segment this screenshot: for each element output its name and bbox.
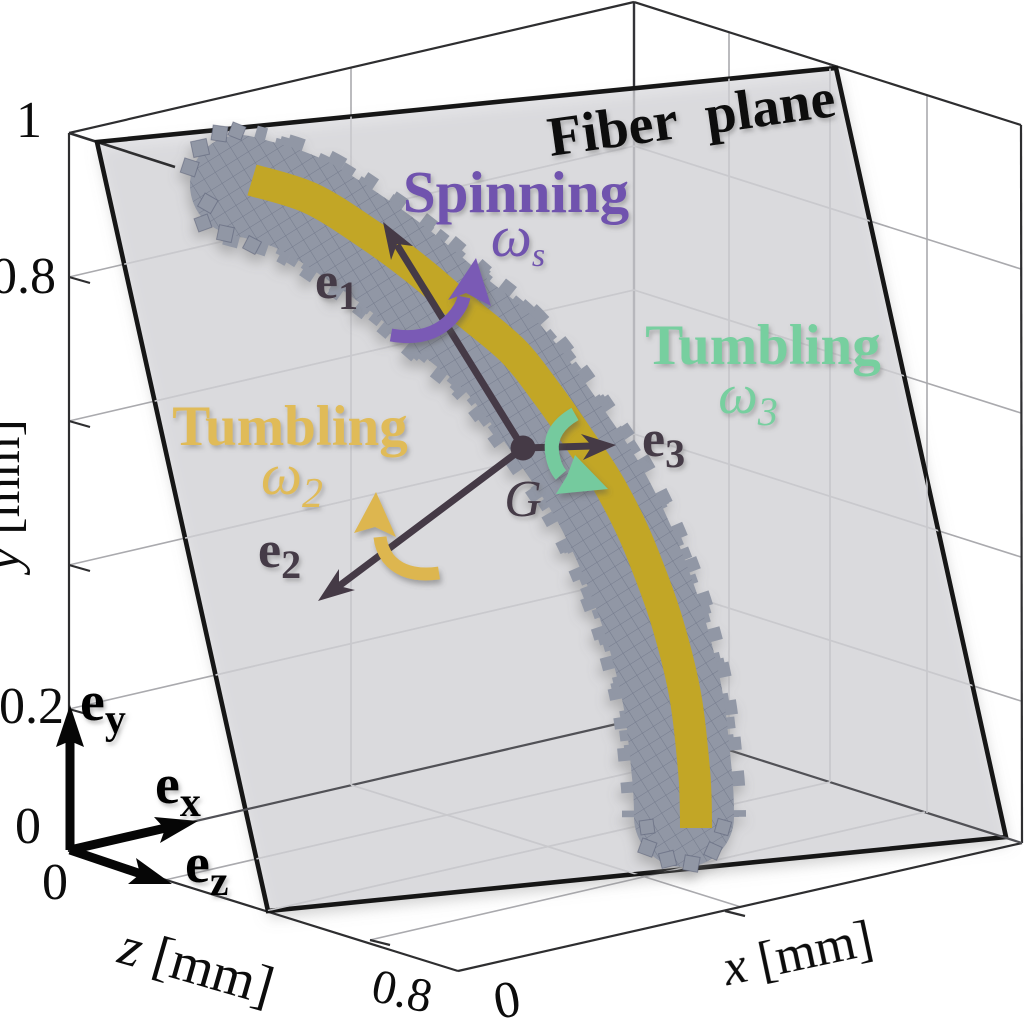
svg-text:Tumbling: Tumbling: [645, 314, 881, 377]
svg-text:e1: e1: [315, 253, 358, 318]
svg-text:ey: ey: [80, 671, 126, 743]
svg-text:1: 1: [16, 92, 42, 149]
svg-text:0: 0: [15, 798, 41, 855]
svg-text:G: G: [504, 471, 542, 528]
svg-text:0.8: 0.8: [0, 248, 56, 305]
svg-text:Spinning: Spinning: [403, 159, 629, 225]
svg-text:Tumbling: Tumbling: [172, 395, 408, 458]
svg-text:y [mm]: y [mm]: [0, 419, 31, 576]
svg-text:0.2: 0.2: [0, 678, 64, 735]
svg-text:0.8: 0.8: [367, 959, 437, 1023]
svg-text:0: 0: [42, 854, 68, 911]
